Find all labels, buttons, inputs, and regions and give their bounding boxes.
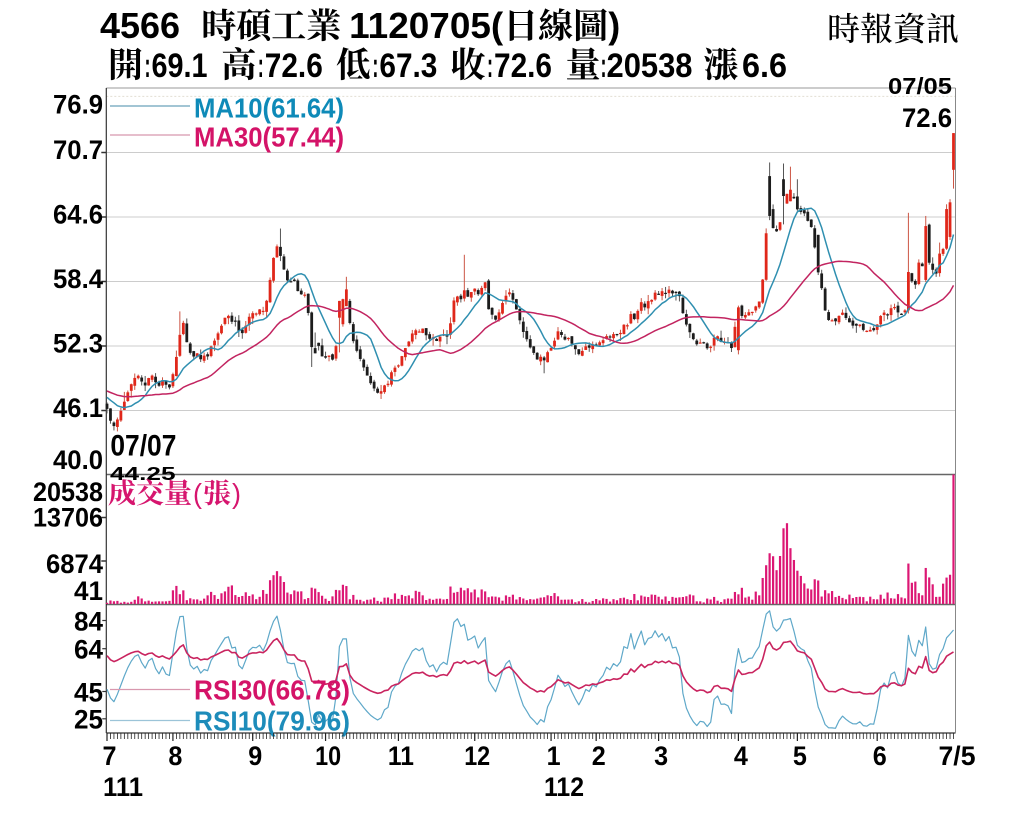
svg-text:70.7: 70.7 xyxy=(53,135,103,165)
svg-text::: : xyxy=(487,47,493,85)
svg-text:MA10(61.64): MA10(61.64) xyxy=(194,93,344,124)
svg-text:40.0: 40.0 xyxy=(53,445,103,475)
svg-text:6: 6 xyxy=(873,741,887,771)
svg-text:07/07: 07/07 xyxy=(110,430,176,463)
svg-text:1: 1 xyxy=(547,741,561,771)
svg-text:RSI10(79.96): RSI10(79.96) xyxy=(194,706,350,737)
svg-text:46.1: 46.1 xyxy=(53,393,103,423)
svg-text:84: 84 xyxy=(74,606,103,636)
svg-text:13706: 13706 xyxy=(33,503,103,533)
svg-text:4566: 4566 xyxy=(100,5,180,46)
svg-text:52.3: 52.3 xyxy=(53,329,103,359)
svg-text:72.6: 72.6 xyxy=(494,47,552,85)
svg-text:111: 111 xyxy=(103,772,143,802)
svg-text:72.6: 72.6 xyxy=(902,103,952,133)
svg-text::: : xyxy=(145,47,151,85)
svg-text:): ) xyxy=(232,478,241,509)
svg-text:RSI30(66.78): RSI30(66.78) xyxy=(194,675,350,706)
svg-text:41: 41 xyxy=(74,576,103,606)
svg-text:64.6: 64.6 xyxy=(53,200,103,230)
svg-text:20538: 20538 xyxy=(607,47,693,85)
svg-text:3: 3 xyxy=(654,741,668,771)
svg-text:76.9: 76.9 xyxy=(53,90,103,120)
svg-text:11: 11 xyxy=(388,741,414,771)
svg-text:1120705(: 1120705( xyxy=(349,5,503,46)
svg-text::: : xyxy=(258,47,264,85)
svg-text:(: ( xyxy=(193,478,203,509)
svg-text:64: 64 xyxy=(74,635,103,665)
svg-text::: : xyxy=(372,47,378,85)
svg-text:7: 7 xyxy=(103,741,117,771)
svg-text:58.4: 58.4 xyxy=(53,264,103,294)
svg-text:12: 12 xyxy=(464,741,490,771)
svg-text:45: 45 xyxy=(74,677,103,707)
svg-text:20538: 20538 xyxy=(33,477,103,507)
svg-text:MA30(57.44): MA30(57.44) xyxy=(194,122,344,153)
svg-text:8: 8 xyxy=(168,741,182,771)
svg-text:5: 5 xyxy=(793,741,807,771)
svg-text:72.6: 72.6 xyxy=(265,47,323,85)
svg-text:): ) xyxy=(608,5,620,46)
svg-text:07/05: 07/05 xyxy=(888,73,952,99)
svg-text:6874: 6874 xyxy=(46,549,103,579)
svg-text:7/5: 7/5 xyxy=(939,741,976,771)
svg-text:10: 10 xyxy=(315,741,341,771)
svg-text:112: 112 xyxy=(544,772,584,802)
svg-text:67.3: 67.3 xyxy=(379,47,437,85)
svg-text:2: 2 xyxy=(592,741,606,771)
svg-text::: : xyxy=(601,47,607,85)
svg-text:25: 25 xyxy=(74,705,103,735)
svg-text:9: 9 xyxy=(248,741,262,771)
svg-text:4: 4 xyxy=(734,741,748,771)
svg-text:69.1: 69.1 xyxy=(152,47,208,85)
svg-text:44.25: 44.25 xyxy=(110,464,176,485)
svg-text:6.6: 6.6 xyxy=(742,47,787,85)
